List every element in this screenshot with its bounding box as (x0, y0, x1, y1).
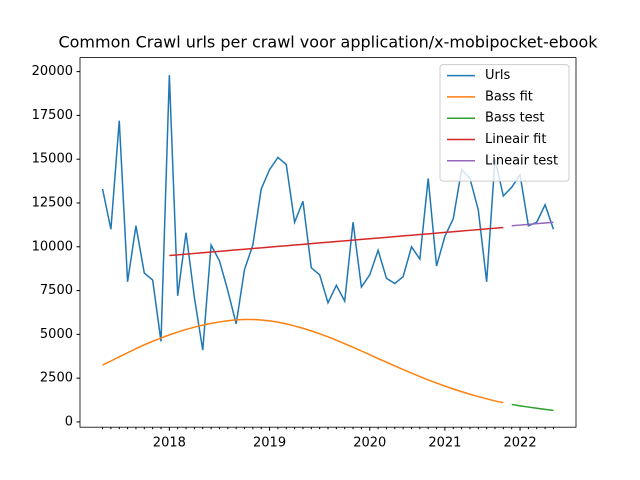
y-tick-label: 0 (65, 414, 73, 429)
series-line (102, 318, 504, 404)
y-tick-label: 2500 (40, 371, 73, 386)
series-line (511, 221, 554, 227)
legend-label: Lineair fit (485, 132, 546, 147)
x-tick-label: 2020 (353, 436, 386, 451)
legend-label: Bass test (485, 111, 545, 126)
y-tick-label: 10000 (32, 239, 73, 254)
legend-label: Lineair test (485, 153, 558, 168)
x-tick-label: 2022 (504, 436, 537, 451)
y-tick-label: 17500 (32, 108, 73, 123)
series-line (101, 75, 555, 351)
y-tick-label: 15000 (32, 152, 73, 167)
series-line (511, 403, 554, 412)
y-tick-label: 12500 (32, 195, 73, 210)
x-tick-label: 2019 (253, 436, 286, 451)
plot-frame (79, 57, 577, 428)
x-tick-label: 2018 (153, 436, 186, 451)
chart-title: Common Crawl urls per crawl voor applica… (58, 33, 598, 52)
y-tick-label: 7500 (40, 283, 73, 298)
legend-box (439, 64, 570, 182)
y-tick-label: 5000 (40, 327, 73, 342)
x-tick-label: 2021 (428, 436, 461, 451)
legend-label: Urls (485, 68, 510, 83)
series-line (169, 226, 504, 257)
y-tick-label: 20000 (32, 64, 73, 79)
legend-label: Bass fit (485, 89, 533, 104)
